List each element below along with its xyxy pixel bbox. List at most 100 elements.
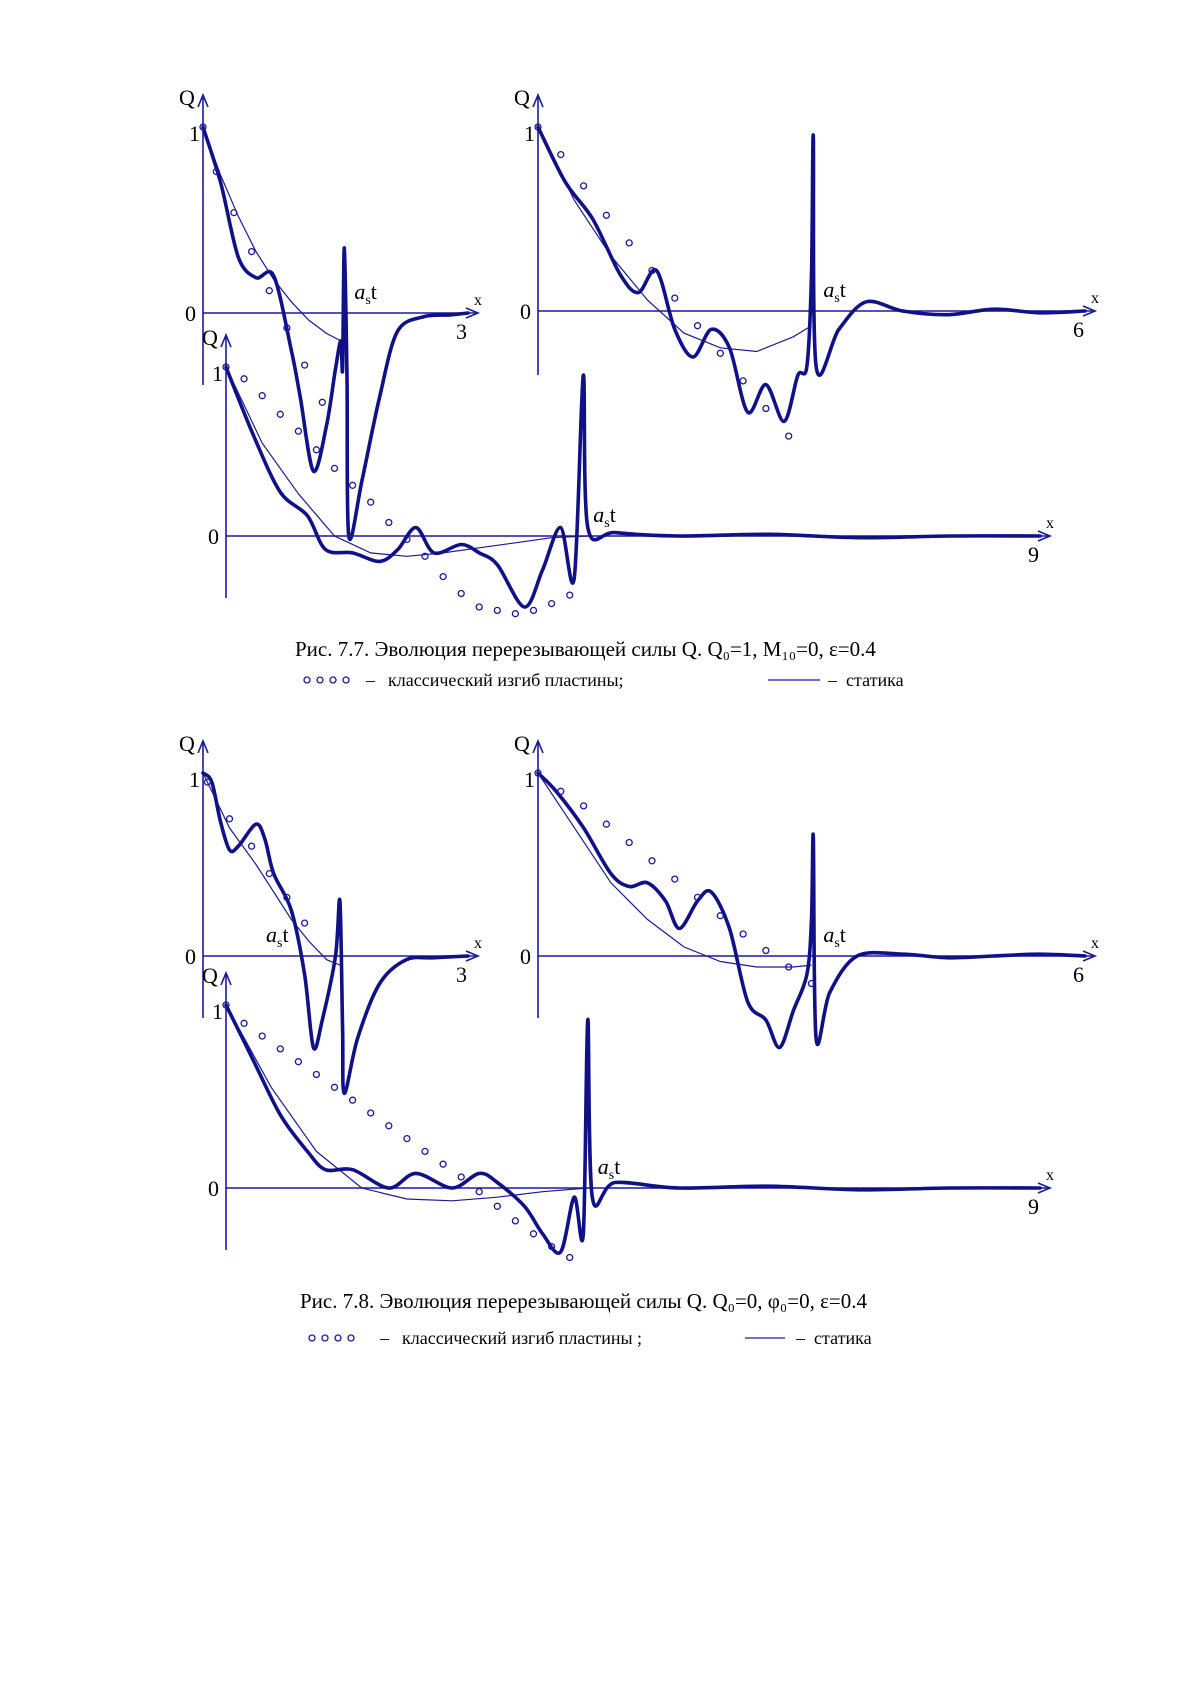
classic-point [547,1242,556,1251]
classic-point [312,1070,321,1079]
wave-front-label: ast [354,279,377,308]
classic-point [367,1109,375,1117]
chart-panel: Q 1 0 x6 ast [514,85,1099,440]
classic-point [648,857,656,865]
dynamic-line [536,125,1087,424]
statics-line [537,772,812,968]
legend: – классический изгиб пластины ; – статик… [308,1328,872,1348]
classic-point [385,518,393,527]
classic-point [511,610,520,618]
y-axis-label: Q [179,85,195,110]
classic-point [807,979,816,988]
classic-point [493,606,501,615]
x-axis-arrow [465,307,481,319]
svg-text:–: – [379,1328,390,1348]
y-tick-label: 0 [520,299,531,324]
y-axis-arrow [532,92,544,108]
y-tick-label: 0 [208,1176,219,1201]
classic-point [265,287,273,295]
legend-line-label: статика [846,670,904,690]
classic-point [557,787,565,795]
classic-point [421,552,429,560]
y-axis-arrow [197,738,209,754]
classic-point [294,427,303,435]
legend-line-label: статика [814,1328,872,1348]
y-axis-label: Q [202,325,218,350]
x-axis-arrow [1082,305,1098,317]
classic-point [199,123,207,131]
classic-point [566,1253,574,1262]
wave-front-label: ast [598,1154,621,1183]
statics-line [225,1004,588,1202]
y-axis-label: Q [202,963,218,988]
classic-point [300,361,309,369]
classic-point [439,572,447,581]
statics-line [225,366,588,557]
chart-panel: Q 1 0 x9 ast [202,325,1054,618]
classic-point [212,167,220,176]
classic-point [348,481,357,489]
legend: – классический изгиб пластины; – статика [303,670,904,690]
statics-line [202,772,341,966]
dynamic-line [224,1003,1042,1256]
classic-point [625,239,633,247]
x-axis-label: x [1046,515,1054,532]
classic-point [222,1001,230,1009]
y-tick-label: 1 [524,121,535,146]
chart-panel: Q 1 0 x3 ast [179,85,482,542]
classic-point [222,363,230,371]
classic-point [276,1045,284,1053]
classic-point [529,1230,538,1238]
x-axis-arrow [465,950,481,962]
classic-point [247,247,256,256]
x-tick-label: 3 [456,962,467,987]
legend-circles-marker [303,676,350,684]
classic-point [240,375,248,383]
legend-circles-marker [308,1334,355,1342]
classic-point [283,893,291,902]
x-tick-label: 3 [456,319,467,344]
classic-point [367,498,375,506]
classic-point [579,802,588,810]
classic-point [716,349,724,357]
x-tick-label: 6 [1073,317,1084,342]
x-axis-label: x [474,292,482,309]
svg-text:–: – [365,670,376,690]
x-axis-arrow [1037,1182,1053,1194]
svg-text:–: – [795,1328,806,1348]
y-tick-label: 1 [524,767,535,792]
classic-point [671,294,679,302]
classic-point [258,392,266,400]
y-tick-label: 0 [185,301,196,326]
classic-point [625,838,633,847]
statics-line [537,126,812,353]
y-axis-arrow [532,738,544,754]
x-axis-arrow [1082,950,1098,962]
classic-point [557,150,565,159]
wave-front-label: ast [266,922,289,951]
classic-point [671,875,679,883]
classic-point [403,1134,411,1143]
y-tick-label: 0 [520,944,531,969]
y-tick-label: 1 [189,121,200,146]
y-tick-label: 1 [189,767,200,792]
x-axis-label: x [1046,1167,1054,1184]
classic-point [283,324,291,332]
y-axis-arrow [220,970,232,986]
classic-point [294,1058,303,1066]
y-tick-label: 0 [185,944,196,969]
y-tick-label: 1 [212,999,223,1024]
classic-point [534,123,542,131]
classic-point [579,182,588,190]
dynamic-line [201,125,470,542]
legend-circles-label: классический изгиб пластины; [388,670,624,690]
classic-point [247,842,256,850]
classic-point [330,1083,339,1091]
classic-point [762,404,770,413]
x-axis-label: x [1091,290,1099,307]
classic-point [716,912,724,920]
x-tick-label: 9 [1028,1194,1039,1219]
statics-line [202,126,342,342]
classic-point [566,591,574,599]
x-axis-label: x [1091,935,1099,952]
